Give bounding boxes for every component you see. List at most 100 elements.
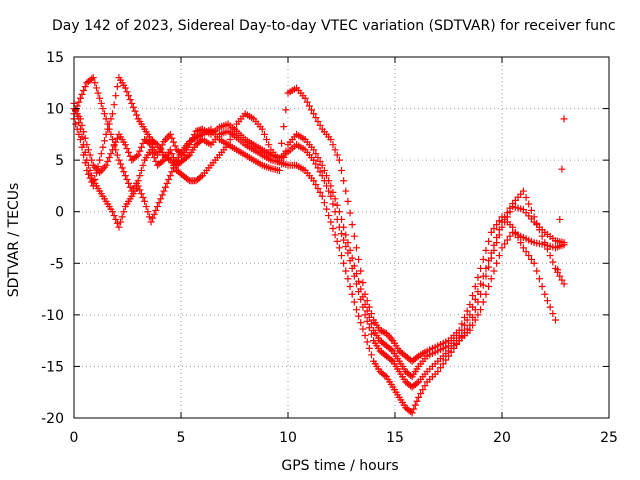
data-point-marker [158,157,166,165]
data-point-marker [325,212,333,220]
data-point-marker [75,119,83,127]
data-point-marker [314,154,322,162]
data-point-marker [325,177,333,185]
data-point-marker [120,168,128,176]
data-point-marker [493,234,501,241]
y-tick-label: 5 [55,153,64,169]
data-point-marker [118,213,126,221]
data-point-marker [367,310,375,318]
data-point-marker [149,150,157,158]
data-point-marker [455,326,463,334]
data-point-marker [104,157,112,165]
data-point-marker [78,90,86,98]
data-point-marker [100,163,108,171]
data-point-marker [75,98,83,106]
data-point-marker [503,209,511,217]
data-point-marker [558,165,566,173]
data-point-marker [527,206,535,214]
data-point-marker [97,150,105,158]
data-point-marker [335,208,343,216]
data-point-marker [357,285,365,293]
data-point-marker [335,156,343,164]
data-point-marker [314,185,322,193]
data-point-marker [265,141,273,149]
data-point-marker [543,297,551,305]
data-point-marker [413,353,421,361]
data-point-marker [161,183,169,191]
data-point-marker [320,166,328,174]
data-point-marker [342,187,350,195]
data-point-marker [141,197,149,205]
data-point-marker [352,270,360,278]
data-point-marker [363,297,371,305]
data-point-marker [338,215,345,223]
data-point-marker [86,151,94,159]
data-point-marker [482,246,490,254]
data-point-marker [105,154,113,162]
data-point-marker [282,106,290,114]
data-point-marker [129,103,137,111]
data-point-marker [359,279,367,287]
data-point-marker [308,106,316,114]
data-point-marker [538,282,546,290]
data-point-marker [318,161,326,169]
data-point-marker [316,121,324,129]
data-point-marker [361,331,369,339]
data-point-marker [128,99,136,107]
data-point-marker [89,74,97,82]
data-point-marker [144,208,152,216]
data-point-marker [166,172,174,180]
data-point-marker [479,272,487,280]
data-point-marker [346,246,354,254]
data-point-marker [76,136,84,144]
data-point-marker [474,273,482,281]
data-point-marker [170,138,178,146]
data-point-marker [355,277,363,285]
data-point-marker [348,254,356,262]
x-tick-label: 0 [70,430,79,446]
data-point-marker [153,203,161,211]
data-point-marker [134,151,142,159]
data-point-marker [357,319,365,327]
data-point-marker [327,136,335,144]
data-point-marker [417,390,425,398]
data-point-marker [168,168,176,176]
data-point-marker [125,92,133,100]
data-point-marker [533,267,541,275]
data-point-marker [263,136,271,144]
data-point-marker [112,92,120,100]
data-point-marker [99,105,107,113]
data-point-marker [522,194,530,202]
data-point-marker [367,330,375,338]
data-point-marker [80,151,88,159]
data-point-marker [137,190,145,198]
data-point-marker [96,156,104,164]
chart-title: Day 142 of 2023, Sidereal Day-to-day VTE… [52,18,616,34]
data-point-marker [411,401,419,409]
data-point-marker [113,219,121,227]
y-axis-label: SDTVAR / TECUs [6,183,22,298]
data-point-marker [527,255,535,263]
data-point-marker [136,147,144,155]
data-series [70,74,568,417]
data-point-marker [344,275,352,283]
data-point-marker [485,257,493,265]
data-point-marker [312,160,320,168]
data-point-marker [331,195,339,203]
data-point-marker [258,125,266,133]
data-point-marker [139,194,147,202]
data-point-marker [466,301,474,309]
data-point-marker [517,239,525,247]
data-point-marker [194,133,202,141]
data-point-marker [495,217,503,225]
data-point-marker [376,326,384,334]
grid [74,57,609,418]
data-point-marker [447,348,455,356]
data-point-marker [541,239,549,247]
data-point-marker [320,199,328,207]
data-point-marker [522,248,530,256]
data-point-marker [386,333,394,341]
data-point-marker [81,134,89,142]
data-point-marker [323,172,331,180]
data-point-marker [556,215,564,223]
